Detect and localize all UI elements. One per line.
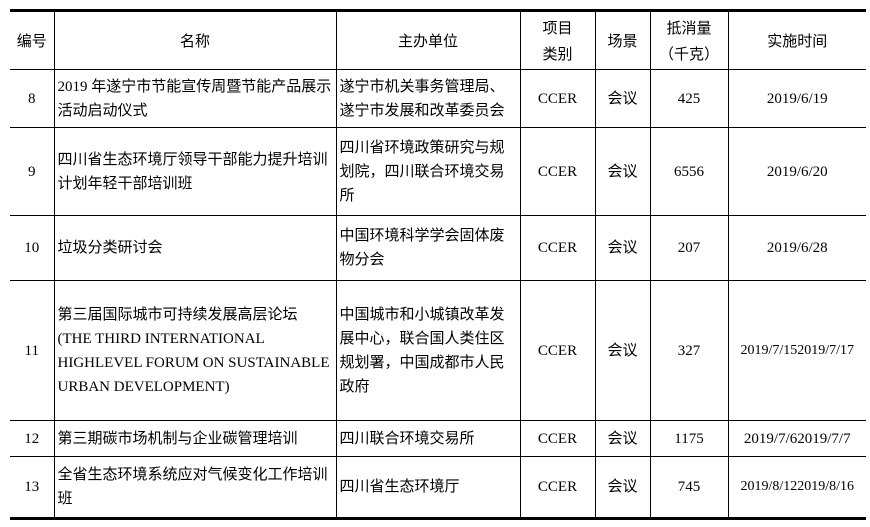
header-name: 名称 <box>53 10 337 70</box>
header-organizer: 主办单位 <box>335 10 521 70</box>
cell-no: 8 <box>10 69 55 128</box>
cell-offset: 6556 <box>649 127 729 216</box>
cell-no: 12 <box>10 420 55 457</box>
cell-date: 2019/8/122019/8/16 <box>727 456 866 520</box>
cell-offset: 425 <box>649 69 729 128</box>
cell-name: 四川省生态环境厅领导干部能力提升培训计划年轻干部培训班 <box>53 127 337 216</box>
cell-category: CCER <box>519 280 596 421</box>
cell-date: 2019/7/62019/7/7 <box>727 420 866 457</box>
cell-offset: 1175 <box>649 420 729 457</box>
cell-category: CCER <box>519 215 596 281</box>
header-offset-line1: 抵消量 <box>666 18 712 37</box>
cell-name: 第三届国际城市可持续发展高层论坛 (THE THIRD INTERNATIONA… <box>53 280 337 421</box>
cell-scene: 会议 <box>594 420 651 457</box>
cell-scene: 会议 <box>594 69 651 128</box>
cell-no: 11 <box>10 280 55 421</box>
cell-organizer: 四川省生态环境厅 <box>335 456 521 520</box>
table-row: 10 垃圾分类研讨会 中国环境科学学会固体废物分会 CCER 会议 207 20… <box>10 215 866 281</box>
cell-category: CCER <box>519 127 596 216</box>
header-offset-line2: （千克） <box>658 44 719 63</box>
cell-name: 第三期碳市场机制与企业碳管理培训 <box>53 420 337 457</box>
header-offset: 抵消量 （千克） <box>649 10 729 70</box>
cell-category: CCER <box>519 420 596 457</box>
table-row: 9 四川省生态环境厅领导干部能力提升培训计划年轻干部培训班 四川省环境政策研究与… <box>10 127 866 216</box>
table-row: 8 2019 年遂宁市节能宣传周暨节能产品展示活动启动仪式 遂宁市机关事务管理局… <box>10 69 866 128</box>
cell-scene: 会议 <box>594 456 651 520</box>
cell-offset: 327 <box>649 280 729 421</box>
cell-scene: 会议 <box>594 280 651 421</box>
header-scene: 场景 <box>594 10 651 70</box>
cell-offset: 207 <box>649 215 729 281</box>
cell-name: 垃圾分类研讨会 <box>53 215 337 281</box>
cell-date: 2019/6/28 <box>727 215 866 281</box>
table-row: 12 第三期碳市场机制与企业碳管理培训 四川联合环境交易所 CCER 会议 11… <box>10 420 866 457</box>
header-row: 编号 名称 主办单位 项目类别 场景 抵消量 （千克） 实施时间 <box>10 10 866 70</box>
cell-scene: 会议 <box>594 127 651 216</box>
cell-name: 2019 年遂宁市节能宣传周暨节能产品展示活动启动仪式 <box>53 69 337 128</box>
cell-date: 2019/6/20 <box>727 127 866 216</box>
header-no: 编号 <box>10 10 55 70</box>
events-table: 编号 名称 主办单位 项目类别 场景 抵消量 （千克） 实施时间 8 2019 年… <box>10 9 866 520</box>
cell-organizer: 遂宁市机关事务管理局、遂宁市发展和改革委员会 <box>335 69 521 128</box>
cell-date: 2019/7/152019/7/17 <box>727 280 866 421</box>
table-row: 13 全省生态环境系统应对气候变化工作培训班 四川省生态环境厅 CCER 会议 … <box>10 456 866 520</box>
header-category-line1: 项目 <box>542 18 573 37</box>
header-category-line2: 类别 <box>542 44 573 63</box>
cell-name: 全省生态环境系统应对气候变化工作培训班 <box>53 456 337 520</box>
cell-scene: 会议 <box>594 215 651 281</box>
header-category: 项目 类别 <box>519 10 596 70</box>
cell-organizer: 四川联合环境交易所 <box>335 420 521 457</box>
cell-no: 13 <box>10 456 55 520</box>
header-date: 实施时间 <box>727 10 866 70</box>
table-row: 11 第三届国际城市可持续发展高层论坛 (THE THIRD INTERNATI… <box>10 280 866 421</box>
cell-date: 2019/6/19 <box>727 69 866 128</box>
cell-organizer: 中国城市和小城镇改革发展中心，联合国人类住区规划署，中国成都市人民政府 <box>335 280 521 421</box>
cell-no: 10 <box>10 215 55 281</box>
cell-organizer: 四川省环境政策研究与规划院，四川联合环境交易所 <box>335 127 521 216</box>
cell-category: CCER <box>519 456 596 520</box>
cell-category: CCER <box>519 69 596 128</box>
cell-offset: 745 <box>649 456 729 520</box>
cell-no: 9 <box>10 127 55 216</box>
cell-organizer: 中国环境科学学会固体废物分会 <box>335 215 521 281</box>
